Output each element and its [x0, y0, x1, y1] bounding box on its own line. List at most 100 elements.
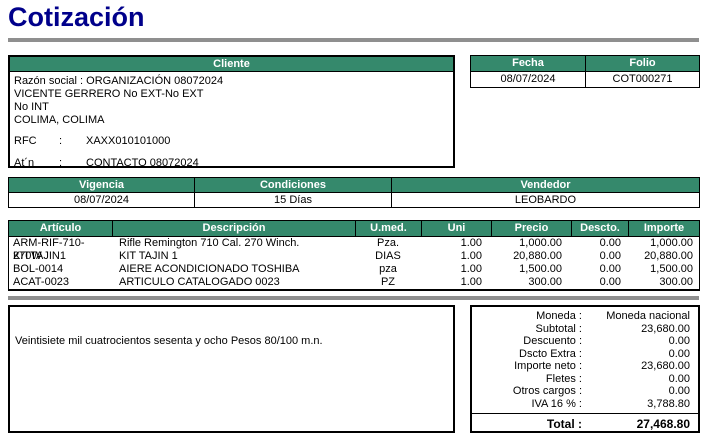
client-address-line1: VICENTE GERRERO No EXT-No EXT	[14, 88, 204, 100]
fletes-label: Fletes :	[545, 372, 582, 385]
otros-cargos-label: Otros cargos :	[512, 385, 582, 397]
item-qty: 1.00	[460, 250, 482, 262]
date-folio-header-row: Fecha Folio	[471, 56, 699, 71]
page-title: Cotización	[8, 2, 145, 32]
rfc-value: XAXX010101000	[86, 135, 171, 147]
client-attn-row: At´n : CONTACTO 08072024	[14, 157, 449, 169]
item-amount: 1,000.00	[650, 237, 693, 249]
client-details: Razón social : ORGANIZACIÓN 08072024 VIC…	[10, 72, 453, 169]
item-amount: 1,500.00	[650, 263, 693, 275]
totals-row-otros-cargos: Otros cargos : 0.00	[472, 385, 698, 398]
vendedor-header: Vendedor	[391, 178, 699, 192]
totals-row-total: Total : 27,468.80	[472, 416, 698, 432]
item-code: ARM-RIF-710-270W	[13, 237, 85, 262]
item-discount: 0.00	[599, 263, 621, 275]
date-folio-value-row: 08/07/2024 COT000271	[471, 71, 699, 87]
terms-header-row: Vigencia Condiciones Vendedor	[9, 178, 699, 192]
item-code: KITTAJIN1	[13, 250, 66, 262]
rfc-colon: :	[59, 135, 63, 147]
item-description: KIT TAJIN 1	[119, 250, 178, 262]
totals-row-moneda: Moneda : Moneda nacional	[472, 310, 698, 323]
item-price: 1,500.00	[519, 263, 562, 275]
totals-row-importe-neto: Importe neto : 23,680.00	[472, 360, 698, 373]
totals-section: Moneda : Moneda nacional Subtotal : 23,6…	[470, 305, 700, 433]
item-qty: 1.00	[460, 263, 482, 275]
item-discount: 0.00	[599, 250, 621, 262]
items-table: Artículo Descripción U.med. Uni Precio D…	[8, 220, 700, 291]
total-value: 27,468.80	[636, 417, 690, 431]
vigencia-value: 08/07/2024	[73, 194, 130, 206]
amount-in-words-box: Veintisiete mil cuatrocientos sesenta y …	[8, 305, 455, 433]
table-row: ACAT-0023 ARTICULO CATALOGADO 0023 PZ 1.…	[9, 276, 699, 289]
subtotal-value: 23,680.00	[641, 322, 690, 335]
amount-in-words: Veintisiete mil cuatrocientos sesenta y …	[15, 335, 323, 347]
totals-row-dscto-extra: Dscto Extra : 0.00	[472, 348, 698, 361]
col-precio: Precio	[491, 221, 571, 236]
item-code: ACAT-0023	[13, 276, 70, 288]
client-section-header: Cliente	[10, 57, 453, 72]
item-amount: 300.00	[659, 276, 693, 288]
item-description: AIERE ACONDICIONADO TOSHIBA	[119, 263, 300, 275]
terms-value-row: 08/07/2024 15 Días LEOBARDO	[9, 192, 699, 207]
item-price: 1,000.00	[519, 237, 562, 249]
iva-label: IVA 16 % :	[531, 397, 582, 410]
importe-neto-value: 23,680.00	[641, 360, 690, 372]
item-amount: 20,880.00	[644, 250, 693, 262]
totals-row-iva: IVA 16 % : 3,788.80	[472, 398, 698, 411]
importe-neto-label: Importe neto :	[514, 360, 582, 372]
item-unit: PZ	[380, 276, 396, 288]
item-unit: pza	[379, 263, 397, 275]
dscto-extra-value: 0.00	[668, 347, 690, 360]
condiciones-header: Condiciones	[194, 178, 391, 192]
dscto-extra-label: Dscto Extra :	[519, 347, 582, 360]
col-uni: Uni	[421, 221, 491, 236]
razon-social-value: ORGANIZACIÓN 08072024	[86, 75, 224, 87]
rfc-label: RFC	[14, 135, 37, 147]
vigencia-header: Vigencia	[9, 178, 194, 192]
folio-value: COT000271	[585, 72, 699, 87]
iva-value: 3,788.80	[647, 397, 690, 410]
attn-colon: :	[59, 157, 63, 169]
client-address-line3: COLIMA, COLIMA	[14, 114, 105, 126]
item-price: 20,880.00	[513, 250, 562, 262]
client-section: Cliente Razón social : ORGANIZACIÓN 0807…	[8, 55, 455, 169]
item-price: 300.00	[528, 276, 562, 288]
item-qty: 1.00	[460, 237, 482, 249]
moneda-label: Moneda :	[536, 310, 582, 322]
totals-row-descuento: Descuento : 0.00	[472, 335, 698, 348]
col-importe: Importe	[628, 221, 699, 236]
items-header-row: Artículo Descripción U.med. Uni Precio D…	[9, 221, 699, 237]
attn-label: At´n	[14, 157, 35, 169]
total-label: Total :	[546, 417, 582, 431]
item-qty: 1.00	[460, 276, 482, 288]
title-divider	[8, 38, 699, 42]
fecha-value: 08/07/2024	[500, 73, 556, 85]
item-discount: 0.00	[599, 237, 621, 249]
item-description: Rifle Remington 710 Cal. 270 Winch.	[119, 237, 300, 249]
fletes-value: 0.00	[668, 372, 690, 385]
razon-social-label: Razón social :	[14, 75, 84, 87]
table-row: BOL-0014 AIERE ACONDICIONADO TOSHIBA pza…	[9, 263, 699, 276]
table-row: KITTAJIN1 KIT TAJIN 1 DIAS 1.00 20,880.0…	[9, 250, 699, 263]
table-row: ARM-RIF-710-270W Rifle Remington 710 Cal…	[9, 237, 699, 262]
condiciones-value: 15 Días	[194, 193, 391, 207]
col-descto: Descto.	[571, 221, 628, 236]
client-address-line2: No INT	[14, 101, 49, 113]
col-descripcion: Descripción	[112, 221, 355, 236]
descuento-label: Descuento :	[523, 335, 582, 347]
fecha-header: Fecha	[471, 56, 585, 71]
date-folio-section: Fecha Folio 08/07/2024 COT000271	[470, 55, 700, 88]
item-unit: Pza.	[376, 237, 399, 249]
item-code: BOL-0014	[13, 263, 64, 275]
item-description: ARTICULO CATALOGADO 0023	[119, 276, 280, 288]
descuento-value: 0.00	[668, 335, 690, 347]
item-discount: 0.00	[599, 276, 621, 288]
col-umed: U.med.	[355, 221, 421, 236]
attn-value: CONTACTO 08072024	[86, 157, 199, 169]
moneda-value: Moneda nacional	[606, 310, 690, 322]
item-unit: DIAS	[375, 250, 401, 262]
totals-row-fletes: Fletes : 0.00	[472, 373, 698, 386]
terms-section: Vigencia Condiciones Vendedor 08/07/2024…	[8, 177, 700, 208]
client-rfc-row: RFC : XAXX010101000	[14, 135, 449, 147]
